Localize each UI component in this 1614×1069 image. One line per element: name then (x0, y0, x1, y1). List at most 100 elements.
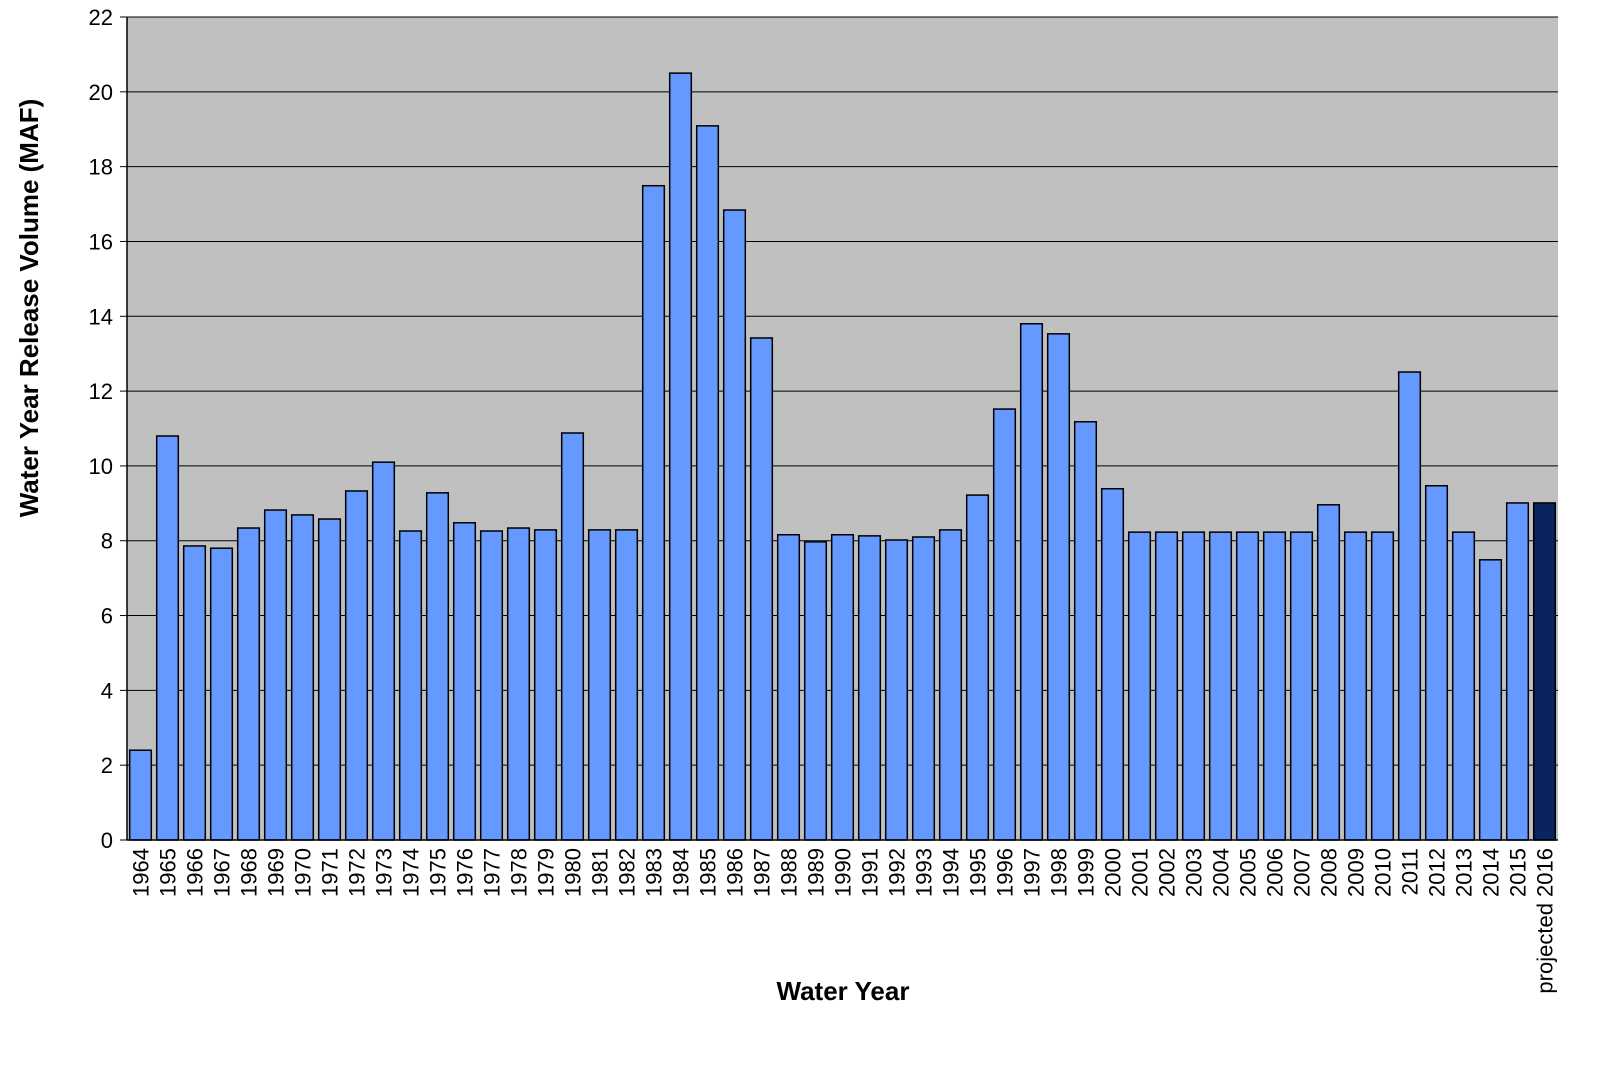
bar (155, 435, 180, 841)
bar (1343, 531, 1368, 841)
y-tick-label: 2 (101, 753, 113, 778)
bar (479, 530, 504, 841)
bar (1478, 559, 1503, 841)
x-tick-label: 1991 (858, 848, 883, 897)
x-tick-label: 2013 (1452, 848, 1477, 897)
y-tick-label: 20 (89, 80, 113, 105)
y-tick-label: 4 (101, 678, 113, 703)
y-axis-label: Water Year Release Volume (MAF) (14, 99, 44, 518)
x-tick-label: 1999 (1074, 848, 1099, 897)
x-tick-label: 1983 (642, 848, 667, 897)
bar (695, 125, 720, 841)
bar (1451, 531, 1476, 841)
bar (911, 536, 936, 841)
x-tick-label: 1997 (1020, 848, 1045, 897)
x-tick-label: 1981 (588, 848, 613, 897)
x-tick-label: 1984 (669, 848, 694, 897)
x-tick-label: 1977 (480, 848, 505, 897)
x-tick-label: 1992 (885, 848, 910, 897)
bar (587, 529, 612, 841)
x-tick-label: 1998 (1047, 848, 1072, 897)
bar (1100, 487, 1125, 841)
y-tick-label: 16 (89, 229, 113, 254)
x-tick-label: 1987 (750, 848, 775, 897)
x-tick-label: 2008 (1317, 848, 1342, 897)
bar (1019, 323, 1044, 841)
x-tick-label: 1966 (183, 848, 208, 897)
x-tick-label: 2009 (1344, 848, 1369, 897)
x-tick-label: 1974 (399, 848, 424, 897)
bar (1316, 504, 1341, 841)
bar (1262, 531, 1287, 841)
bar (128, 749, 153, 841)
x-tick-label: 1994 (939, 848, 964, 897)
x-tick-label: 1988 (777, 848, 802, 897)
x-tick-label: 2015 (1506, 848, 1531, 897)
bar (290, 514, 315, 841)
x-tick-label: 1971 (318, 848, 343, 897)
bar (209, 547, 234, 841)
bar (641, 184, 666, 841)
x-tick-label: 2007 (1290, 848, 1315, 897)
x-tick-label: 1982 (615, 848, 640, 897)
bar (776, 533, 801, 841)
y-tick-label: 8 (101, 529, 113, 554)
x-tick-label: 2003 (1182, 848, 1207, 897)
y-tick-label: 12 (89, 379, 113, 404)
x-tick-label: 2014 (1479, 848, 1504, 897)
bar (1532, 502, 1557, 841)
x-tick-label: 2006 (1263, 848, 1288, 897)
bar (533, 529, 558, 841)
bar (1181, 531, 1206, 841)
bar (317, 518, 342, 841)
bar (560, 432, 585, 841)
bar (1127, 531, 1152, 841)
x-tick-label: 1970 (291, 848, 316, 897)
bar (344, 490, 369, 841)
bar (722, 209, 747, 841)
bar (992, 408, 1017, 841)
x-tick-label: 1979 (534, 848, 559, 897)
x-tick-label: 2011 (1398, 848, 1423, 895)
x-tick-label: 1989 (804, 848, 829, 897)
y-tick-label: 0 (101, 828, 113, 853)
bar (614, 529, 639, 841)
x-tick-label: 1986 (723, 848, 748, 897)
bar (938, 529, 963, 841)
bar (371, 461, 396, 841)
x-axis-label: Water Year (777, 976, 910, 1006)
x-tick-label: 2012 (1425, 848, 1450, 897)
y-tick-label: 6 (101, 604, 113, 629)
x-tick-label: 2000 (1101, 848, 1126, 897)
bar (965, 494, 990, 841)
x-tick-label: 1967 (210, 848, 235, 897)
x-tick-label: 2005 (1236, 848, 1261, 897)
bar (857, 535, 882, 841)
bar (425, 492, 450, 841)
x-tick-label: 1978 (507, 848, 532, 897)
bar (1370, 531, 1395, 841)
bar (803, 541, 828, 841)
x-tick-label: 1995 (966, 848, 991, 897)
bar (668, 72, 693, 841)
x-tick-label: 2002 (1155, 848, 1180, 897)
bar (263, 509, 288, 841)
bar (1154, 531, 1179, 841)
x-tick-label: 1973 (372, 848, 397, 897)
bar (506, 527, 531, 841)
x-tick-label: 2001 (1128, 848, 1153, 897)
x-tick-label: 1968 (237, 848, 262, 897)
y-tick-label: 22 (89, 5, 113, 30)
bar (1235, 531, 1260, 841)
bar (1397, 371, 1422, 841)
bar (884, 539, 909, 841)
y-tick-label: 14 (89, 304, 113, 329)
x-tick-label: projected 2016 (1533, 848, 1558, 994)
bar (452, 522, 477, 841)
x-tick-label: 1985 (696, 848, 721, 897)
x-tick-label: 1975 (426, 848, 451, 897)
bar (1424, 484, 1449, 841)
x-tick-label: 1980 (561, 848, 586, 897)
bar (182, 545, 207, 841)
